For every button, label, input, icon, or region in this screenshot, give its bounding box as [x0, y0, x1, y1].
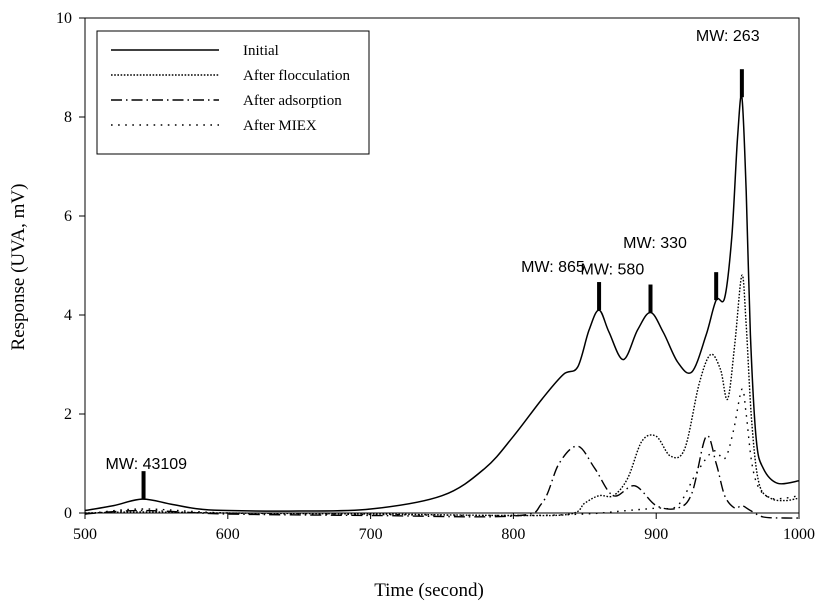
legend-entry-label: Initial: [243, 43, 279, 59]
mw-annotation-label: MW: 865: [521, 259, 585, 276]
mw-annotation-label: MW: 330: [623, 235, 687, 252]
x-axis-label: Time (second): [374, 580, 484, 601]
mw-annotation-label: MW: 263: [696, 28, 760, 45]
series-line-4: [85, 388, 799, 517]
y-tick-label: 6: [64, 208, 72, 225]
mw-annotation-label: MW: 43109: [106, 456, 188, 473]
mw-annotation-label: MW: 580: [580, 262, 644, 279]
y-tick-label: 4: [64, 307, 72, 324]
series-line-3: [85, 434, 799, 519]
series-line-1: [85, 94, 799, 512]
series-line-2: [85, 274, 799, 517]
x-tick-label: 700: [359, 526, 383, 543]
plot-area-frame: [84, 17, 800, 514]
x-tick-label: 500: [73, 526, 97, 543]
x-tick-label: 800: [501, 526, 525, 543]
legend-entry-label: After flocculation: [243, 68, 351, 84]
legend-entry-label: After MIEX: [243, 118, 317, 134]
y-axis-label: Response (UVA, mV): [8, 184, 29, 351]
legend-entry-label: After adsorption: [243, 93, 342, 109]
y-tick-label: 8: [64, 109, 72, 126]
y-tick-label: 2: [64, 406, 72, 423]
legend-box: [96, 30, 370, 155]
x-tick-label: 1000: [783, 526, 815, 543]
y-tick-label: 10: [56, 10, 72, 27]
x-tick-label: 600: [216, 526, 240, 543]
x-tick-label: 900: [644, 526, 668, 543]
y-tick-label: 0: [64, 505, 72, 522]
